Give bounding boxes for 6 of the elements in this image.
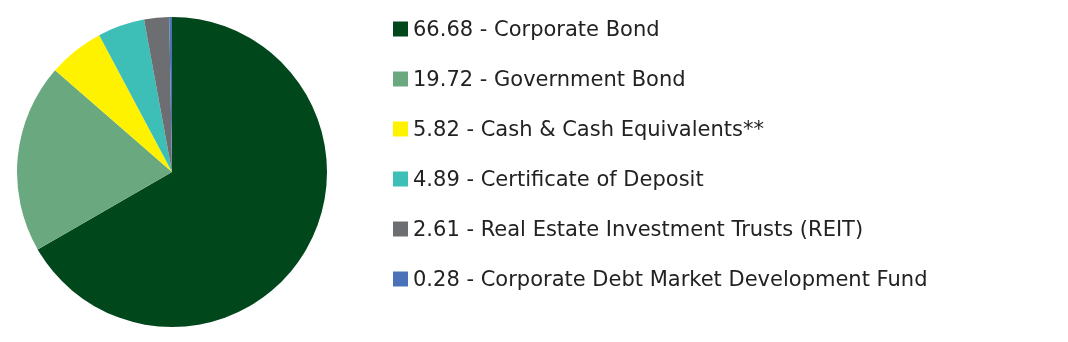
legend-label: 4.89 - Certificate of Deposit	[413, 167, 704, 191]
legend-label: 19.72 - Government Bond	[413, 67, 686, 91]
legend-label: 5.82 - Cash & Cash Equivalents**	[413, 117, 764, 141]
legend-label: 66.68 - Corporate Bond	[413, 17, 660, 41]
legend-label: 0.28 - Corporate Debt Market Development Fund	[413, 267, 928, 291]
legend-label: 2.61 - Real Estate Investment Trusts (REIT)	[413, 217, 864, 241]
